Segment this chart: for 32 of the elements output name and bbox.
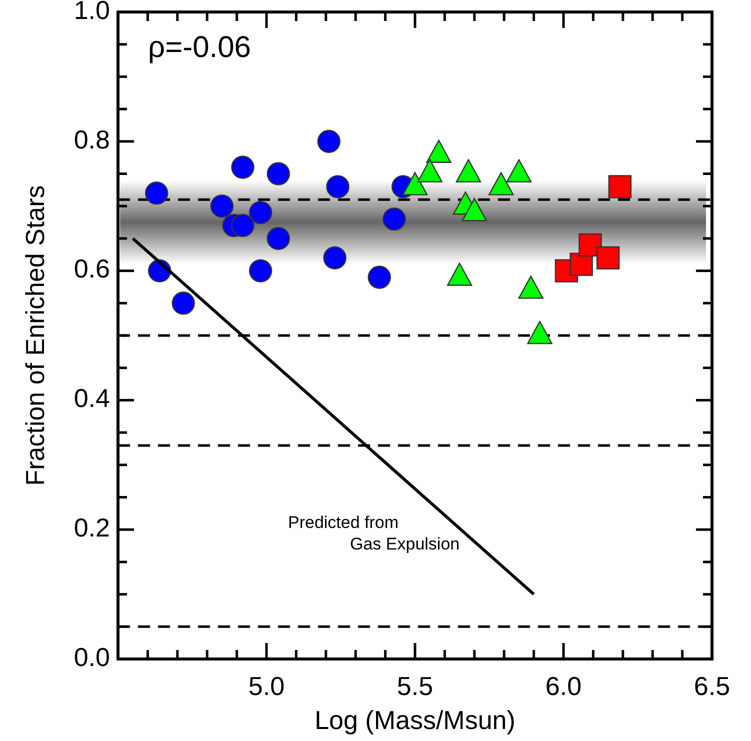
point [248,259,272,282]
point [266,162,290,186]
y-tick-label: 0.2 [74,512,110,542]
point [596,246,620,270]
y-tick-label: 0.6 [74,254,110,284]
x-tick-label: 5.5 [396,671,434,701]
point [323,246,346,270]
x-tick-label: 6.0 [545,671,582,701]
point [231,214,254,238]
point [570,252,593,276]
annotation: Predicted from Gas Expulsion [288,513,460,554]
point [317,130,340,153]
point [608,175,632,198]
x-axis-title: Log (Mass/Msun) [314,705,516,735]
point [248,200,272,224]
y-tick-label: 0.0 [74,642,110,672]
point [172,292,195,315]
point [145,182,168,205]
point [382,207,406,231]
x-tick-label: 5.0 [248,671,285,701]
y-tick-label: 0.4 [74,383,110,414]
y-tick-label: 1.0 [74,0,110,25]
point [231,156,254,179]
point [368,266,391,289]
y-tick-label: 0.8 [74,124,110,154]
point [326,175,350,198]
y-axis-title: Fraction of Enriched Stars [20,185,50,486]
point [210,194,234,218]
point [578,233,602,257]
annotation: ρ=-0.06 [148,31,251,64]
point [266,226,290,250]
x-tick-label: 6.5 [694,671,730,701]
